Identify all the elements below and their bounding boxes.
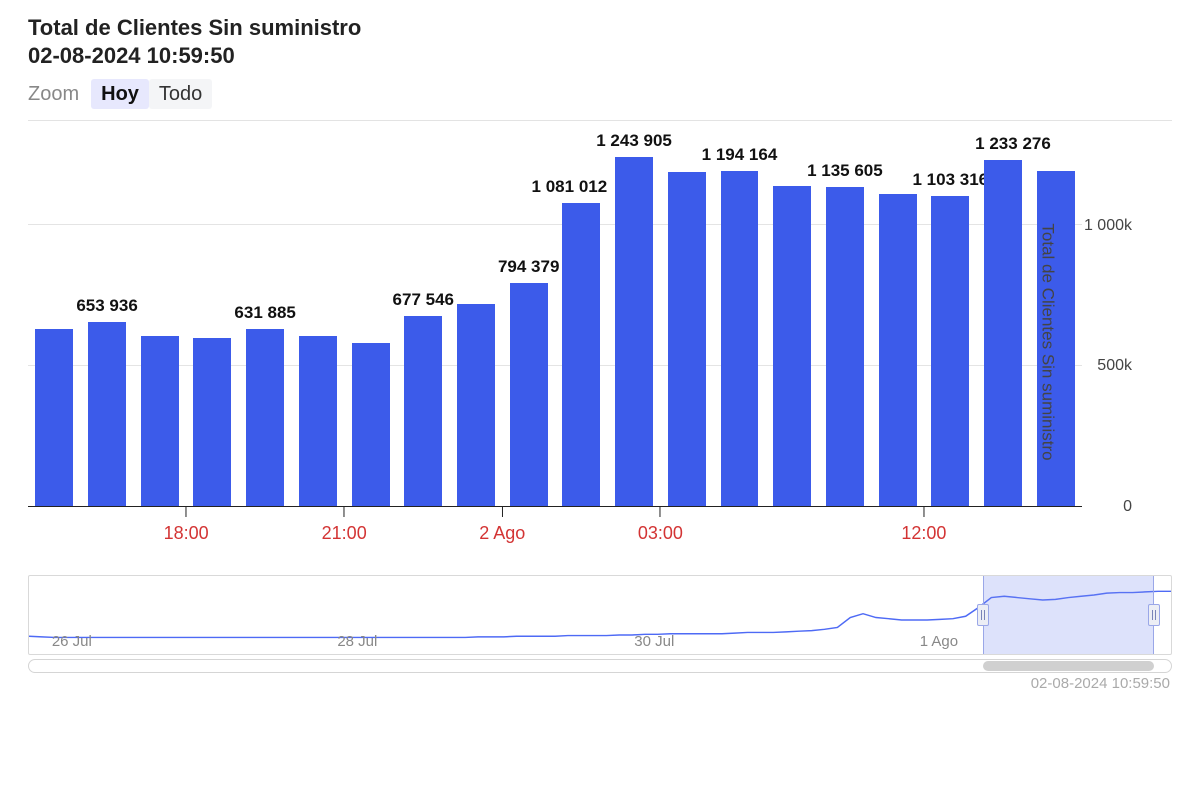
bar-slot — [292, 127, 345, 506]
bar[interactable] — [773, 186, 811, 506]
navigator-x-label: 28 Jul — [337, 633, 377, 650]
zoom-button-hoy[interactable]: Hoy — [91, 79, 149, 109]
range-scrollbar[interactable] — [28, 659, 1172, 673]
bar-slot — [186, 127, 239, 506]
x-tick: 18:00 — [164, 507, 209, 544]
bar-data-label: 794 379 — [498, 257, 559, 277]
bar[interactable] — [352, 343, 390, 506]
separator — [28, 120, 1172, 121]
bar-slot — [766, 127, 819, 506]
footer-timestamp: 02-08-2024 10:59:50 — [28, 675, 1172, 692]
bar-chart: 653 936631 885677 546794 3791 081 0121 2… — [28, 127, 1172, 557]
navigator-selection[interactable] — [983, 576, 1154, 654]
x-tick: 2 Ago — [479, 507, 525, 544]
bar-slot: 1 233 276 — [977, 127, 1030, 506]
bar-slot: 1 103 316 — [924, 127, 977, 506]
bar[interactable] — [615, 157, 653, 506]
bar-slot — [28, 127, 81, 506]
bar-slot: 677 546 — [397, 127, 450, 506]
bar[interactable] — [246, 329, 284, 506]
zoom-controls: Zoom HoyTodo — [28, 83, 1172, 106]
bar[interactable] — [141, 336, 179, 506]
bar-slot — [660, 127, 713, 506]
bar-slot — [344, 127, 397, 506]
bar-data-label: 677 546 — [393, 290, 454, 310]
bar[interactable] — [879, 194, 917, 506]
bar-slot: 1 194 164 — [713, 127, 766, 506]
y-tick-label: 500k — [1097, 357, 1132, 375]
y-tick-label: 1 000k — [1084, 217, 1132, 235]
zoom-button-todo[interactable]: Todo — [149, 79, 212, 109]
bar-slot: 1 243 905 — [608, 127, 661, 506]
x-tick: 12:00 — [901, 507, 946, 544]
bar-slot: 1 081 012 — [555, 127, 608, 506]
bar[interactable] — [404, 316, 442, 506]
range-navigator[interactable]: 26 Jul 28 Jul 30 Jul 1 Ago — [28, 575, 1172, 655]
navigator-x-label: 1 Ago — [920, 633, 958, 650]
bar[interactable] — [668, 172, 706, 506]
bar-slot: 631 885 — [239, 127, 292, 506]
x-tick: 03:00 — [638, 507, 683, 544]
navigator-x-label: 26 Jul — [52, 633, 92, 650]
y-axis-title: Total de Clientes Sin suministro — [1037, 223, 1057, 460]
bar-slot — [450, 127, 503, 506]
bar[interactable] — [193, 338, 231, 506]
y-tick-label: 0 — [1123, 498, 1132, 516]
bar[interactable] — [562, 203, 600, 506]
bar-slot: 1 135 605 — [819, 127, 872, 506]
bar[interactable] — [826, 187, 864, 506]
x-tick: 21:00 — [322, 507, 367, 544]
bar[interactable] — [510, 283, 548, 506]
bar-slot: 653 936 — [81, 127, 134, 506]
range-scrollbar-thumb[interactable] — [983, 661, 1154, 671]
navigator-handle-left[interactable] — [977, 604, 989, 626]
bar[interactable] — [721, 171, 759, 506]
zoom-label: Zoom — [28, 83, 79, 106]
navigator-handle-right[interactable] — [1148, 604, 1160, 626]
bar[interactable] — [299, 336, 337, 506]
bar-data-label: 631 885 — [234, 303, 295, 323]
bar[interactable] — [984, 160, 1022, 506]
bar[interactable] — [35, 329, 73, 506]
chart-subtitle: 02-08-2024 10:59:50 — [28, 42, 1172, 70]
bar-slot — [133, 127, 186, 506]
bar-data-label: 1 081 012 — [532, 177, 608, 197]
chart-title-block: Total de Clientes Sin suministro 02-08-2… — [28, 14, 1172, 69]
bar[interactable] — [931, 196, 969, 506]
bar[interactable] — [457, 304, 495, 506]
bar[interactable] — [88, 322, 126, 506]
bar-data-label: 653 936 — [76, 296, 137, 316]
chart-title: Total de Clientes Sin suministro — [28, 14, 1172, 42]
navigator-x-label: 30 Jul — [634, 633, 674, 650]
